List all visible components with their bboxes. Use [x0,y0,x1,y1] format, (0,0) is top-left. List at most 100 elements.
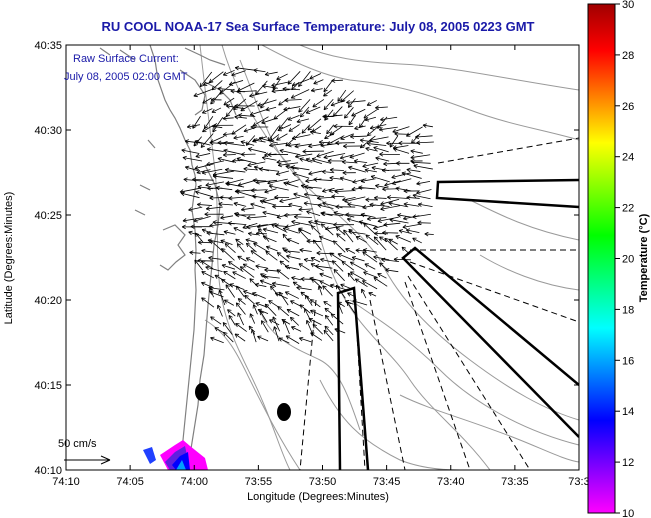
current-vector [362,251,378,263]
current-vector [359,221,378,228]
current-vector-head [240,107,244,112]
current-vector-head [233,105,236,110]
current-vector-head [257,226,262,229]
current-vector [271,224,288,233]
current-vector [395,235,412,243]
current-vector-head [219,195,224,198]
current-vector-head [345,300,350,302]
current-vector-head [212,174,217,177]
current-vector-head [360,212,365,215]
current-vector-head [262,155,267,158]
current-vector-head [272,204,277,207]
y-tick-label: 40:25 [34,210,62,222]
current-vector-head [319,273,323,277]
current-vector-head [299,158,303,162]
current-vector-head [374,197,378,201]
current-vector-head [402,224,407,228]
current-vector [182,217,203,222]
current-vector-head [351,112,355,117]
current-vector [325,315,334,326]
current-vector [342,161,357,164]
current-vector-head [204,126,209,129]
current-vector-head [350,271,353,276]
current-vector-head [275,171,280,175]
current-vector-head [283,250,288,254]
current-vector-head [301,131,306,134]
current-vector [204,116,214,129]
current-vector [279,196,301,202]
current-vector [193,89,212,97]
current-vector-head [208,255,213,259]
current-vector-head [236,91,241,94]
current-vector [251,189,267,191]
current-vector [224,299,234,306]
current-vector-head [353,159,359,162]
current-vector [310,257,321,263]
current-vector-head [195,153,200,157]
current-vector-head [265,303,270,306]
current-vector [209,142,225,145]
current-vector-head [218,201,223,205]
current-vector-head [250,190,255,193]
current-vector-head [277,252,282,254]
current-vector [212,125,223,129]
current-vector-head [212,129,217,133]
current-vector-head [366,216,371,220]
current-vector-head [300,185,305,189]
current-vector [349,152,365,158]
current-vector [237,312,244,326]
current-vector [370,175,390,183]
current-vector-head [330,313,333,318]
current-vector-head [222,118,227,121]
current-vector-head [293,193,297,197]
current-vector-head [299,304,302,309]
current-vector-head [207,187,212,191]
current-vector-head [259,280,264,284]
current-vector-head [291,277,295,281]
current-vector-head [210,316,213,321]
current-vector-head [373,225,377,229]
current-vector-head [197,260,202,263]
current-vector [311,225,321,235]
current-vector-head [377,273,381,278]
current-vector-head [313,239,318,242]
current-vector [233,227,244,233]
current-vector [350,261,367,272]
current-vector [323,99,334,110]
current-vector [319,273,333,279]
current-vector-head [366,101,370,106]
current-vector-head [363,248,368,251]
current-vector [373,236,387,251]
current-vector [388,202,409,208]
current-vector-head [322,202,326,206]
current-vector-head [359,220,364,222]
current-vector-head [221,264,226,269]
current-vector-head [383,222,388,226]
current-vector-head [387,195,392,198]
current-vector-head [383,224,388,227]
current-vector-head [335,206,340,210]
current-vector-head [310,310,314,314]
current-vector [276,170,289,175]
current-vector [210,316,222,325]
current-vector-head [242,224,246,229]
current-vector [278,117,289,130]
current-vector-head [379,127,383,131]
current-vector-head [284,291,288,296]
current-vector-head [382,186,387,190]
current-vector-head [232,160,237,164]
current-vector-head [391,180,396,185]
current-vector-head [227,309,230,314]
current-vector-head [314,219,319,222]
current-vector-head [233,202,238,207]
current-vector-head [269,145,274,148]
current-vector-head [186,124,191,128]
current-vector-head [360,181,365,184]
current-vector-head [225,284,230,287]
current-vector-head [278,101,281,106]
current-vector-head [215,185,220,188]
current-vector [374,197,387,199]
current-vector-head [336,226,341,229]
current-vector-head [299,336,304,339]
current-vector [395,187,412,192]
